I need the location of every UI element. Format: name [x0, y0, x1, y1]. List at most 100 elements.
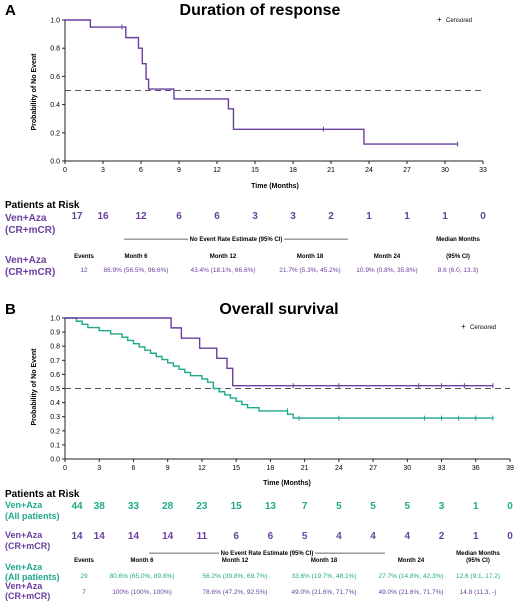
- summary-cell-month24: 10.9% (0.8%, 35.8%): [356, 267, 417, 274]
- panel-b-summary-cr-label-2: (CR+mCR): [5, 591, 50, 601]
- risk-count: 3: [439, 501, 445, 512]
- risk-count: 6: [176, 211, 182, 222]
- risk-count: 6: [233, 531, 239, 542]
- risk-count: 3: [252, 211, 258, 222]
- risk-count: 0: [480, 211, 486, 222]
- panel-b-risk-row-cr: Ven+Aza (CR+mCR) 14 14 14 14 11 6 6 5 4 4 4 2 1 0: [5, 530, 513, 551]
- y-tick-label: 0.4: [50, 400, 60, 407]
- risk-count: 23: [196, 501, 208, 512]
- x-tick-label: 15: [251, 167, 259, 174]
- summary-header-month6: Month 6: [131, 558, 155, 564]
- y-tick-label: 0.2: [50, 428, 60, 435]
- summary-header-events: Events: [74, 254, 94, 260]
- risk-count: 4: [336, 531, 342, 542]
- x-tick-label: 12: [213, 167, 221, 174]
- panel-a-summary-headers: Events Month 6 Month 12 Month 18 Month 2…: [74, 254, 470, 260]
- km-series-line: [65, 19, 458, 145]
- y-tick-label: 0.8: [50, 344, 60, 351]
- panel-b-ylabel: Probability of No Event: [31, 348, 38, 426]
- summary-header-events: Events: [74, 558, 94, 564]
- x-tick-label: 9: [177, 167, 181, 174]
- y-tick-label: 0.7: [50, 358, 60, 365]
- x-tick-label: 0: [63, 167, 67, 174]
- panel-b-xlabel: Time (Months): [263, 480, 311, 487]
- y-tick-label: 0.9: [50, 330, 60, 337]
- x-tick-label: 30: [403, 465, 411, 472]
- x-tick-label: 21: [301, 465, 309, 472]
- summary-header-ci: (95% CI): [446, 254, 470, 260]
- risk-count: 16: [97, 211, 109, 222]
- y-tick-label: 0.3: [50, 414, 60, 421]
- panel-b-risk-all-label-1: Ven+Aza: [5, 500, 43, 510]
- summary-cell-month6: 100% (100%, 100%): [112, 589, 172, 596]
- risk-count: 4: [405, 531, 411, 542]
- risk-count: 1: [404, 211, 410, 222]
- risk-count: 5: [370, 501, 376, 512]
- summary-cell-median: 14.8 (11.3, -): [460, 589, 497, 596]
- summary-cell-month24: 27.7% (14.8%, 42.3%): [378, 573, 443, 580]
- panel-a-risk-label-2: (CR+mCR): [5, 225, 55, 236]
- x-tick-label: 33: [479, 167, 487, 174]
- panel-a-legend-label: Censored: [446, 18, 472, 24]
- panel-b-median-header: Median Months: [456, 551, 500, 557]
- panel-b-legend-symbol: +: [461, 322, 466, 331]
- km-series-line: [65, 317, 493, 419]
- summary-cell-month18: 49.0% (21.6%, 71.7%): [291, 589, 356, 596]
- summary-cell-events: 12: [80, 267, 88, 274]
- y-tick-label: 0.1: [50, 442, 60, 449]
- risk-count: 15: [231, 501, 243, 512]
- x-tick-label: 27: [403, 167, 411, 174]
- panel-a-banner: -------------------------------- No Even…: [124, 237, 348, 243]
- x-tick-label: 18: [266, 465, 274, 472]
- x-tick-label: 24: [365, 167, 373, 174]
- panel-b-summary-cr-label-1: Ven+Aza: [5, 581, 43, 591]
- x-tick-label: 6: [132, 465, 136, 472]
- panel-b-risk-cr-label-1: Ven+Aza: [5, 530, 43, 540]
- summary-cell-month12: 56.2% (39.8%, 69.7%): [202, 573, 267, 580]
- panel-a-median-header: Median Months: [436, 237, 480, 243]
- risk-count: 38: [94, 501, 106, 512]
- risk-count: 1: [473, 501, 479, 512]
- summary-cell-month18: 21.7% (5.3%, 45.2%): [279, 267, 340, 274]
- risk-count: 1: [473, 531, 479, 542]
- y-tick-label: 0.0: [50, 159, 60, 166]
- summary-cell-events: 7: [82, 589, 86, 596]
- x-tick-label: 3: [101, 167, 105, 174]
- risk-count: 5: [405, 501, 411, 512]
- panel-a-risk-values: 17 16 12 6 6 3 3 2 1 1 1 0: [71, 211, 486, 222]
- summary-cell-month12: 78.6% (47.2%, 92.5%): [202, 589, 267, 596]
- risk-count: 6: [214, 211, 220, 222]
- x-tick-label: 27: [369, 465, 377, 472]
- x-tick-label: 21: [327, 167, 335, 174]
- panel-b-risk-all-values: 44 38 33 28 23 15 13 7 5 5 5 3 1 0: [71, 501, 513, 512]
- risk-count: 2: [439, 531, 445, 542]
- summary-header-month12: Month 12: [222, 558, 249, 564]
- panel-a-risk-header: Patients at Risk: [5, 200, 80, 211]
- risk-count: 14: [71, 531, 83, 542]
- summary-cell-month12: 43.4% (18.1%, 66.6%): [190, 267, 255, 274]
- y-tick-label: 0.8: [50, 46, 60, 53]
- x-tick-label: 33: [438, 465, 446, 472]
- panel-b-letter: B: [5, 301, 16, 318]
- x-tick-label: 30: [441, 167, 449, 174]
- risk-count: 0: [507, 531, 513, 542]
- summary-header-month6: Month 6: [125, 254, 149, 260]
- summary-header-month24: Month 24: [398, 558, 425, 564]
- x-tick-label: 12: [198, 465, 206, 472]
- panel-b-risk-header: Patients at Risk: [5, 489, 80, 500]
- panel-b-risk-all-label-2: (All patients): [5, 511, 60, 521]
- x-tick-label: 39: [506, 465, 514, 472]
- summary-header-month12: Month 12: [210, 254, 237, 260]
- x-tick-label: 0: [63, 465, 67, 472]
- risk-count: 3: [290, 211, 296, 222]
- x-tick-label: 9: [166, 465, 170, 472]
- y-tick-label: 0.0: [50, 457, 60, 464]
- panel-b-summary-all-label-1: Ven+Aza: [5, 562, 43, 572]
- panel-a-summary-label-2: (CR+mCR): [5, 267, 55, 278]
- panel-b-plot: 0 3 6 9 12 15 18 21 24 27 30 33 36 390.00.10.20.30.40…: [50, 316, 514, 473]
- panel-a-xlabel: Time (Months): [251, 183, 299, 190]
- risk-count: 11: [197, 531, 208, 542]
- panel-b: B Overall survival + Censored Probabilit…: [5, 301, 514, 601]
- summary-cell-median: 8.6 (6.0, 13.3): [438, 267, 478, 274]
